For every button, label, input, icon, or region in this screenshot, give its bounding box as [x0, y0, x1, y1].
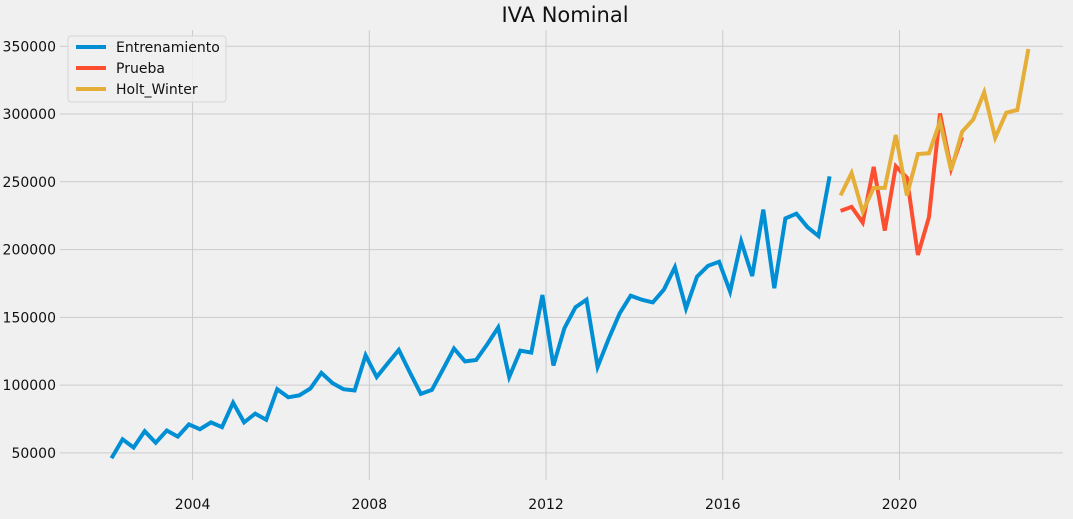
- y-tick-label: 350000: [3, 39, 56, 55]
- y-tick-label: 150000: [3, 310, 56, 326]
- y-tick-label: 200000: [3, 243, 56, 259]
- x-axis: 2004 2008 2012 2016 2020: [175, 497, 918, 513]
- y-tick-label: 100000: [3, 378, 56, 394]
- x-tick-label: 2004: [175, 497, 211, 513]
- legend-label: Holt_Winter: [116, 82, 198, 98]
- legend-label: Entrenamiento: [116, 40, 220, 56]
- x-tick-label: 2020: [882, 497, 918, 513]
- y-tick-label: 250000: [3, 175, 56, 191]
- x-tick-label: 2016: [705, 497, 741, 513]
- legend-label: Prueba: [116, 61, 165, 77]
- legend-box: [67, 35, 227, 103]
- x-tick-label: 2008: [351, 497, 387, 513]
- y-tick-label: 50000: [11, 446, 56, 462]
- y-axis: 50000 100000 150000 200000 250000 300000 35000…: [3, 39, 56, 462]
- legend: Entrenamiento Prueba Holt_Winter: [67, 35, 227, 103]
- chart-title: IVA Nominal: [501, 3, 628, 27]
- series-layer: [109, 48, 1031, 460]
- series-line-holt-winter: [838, 48, 1031, 218]
- series-line-entrenamiento: [109, 176, 832, 460]
- x-tick-label: 2012: [528, 497, 564, 513]
- grid-lines: [60, 30, 1063, 480]
- y-tick-label: 300000: [3, 107, 56, 123]
